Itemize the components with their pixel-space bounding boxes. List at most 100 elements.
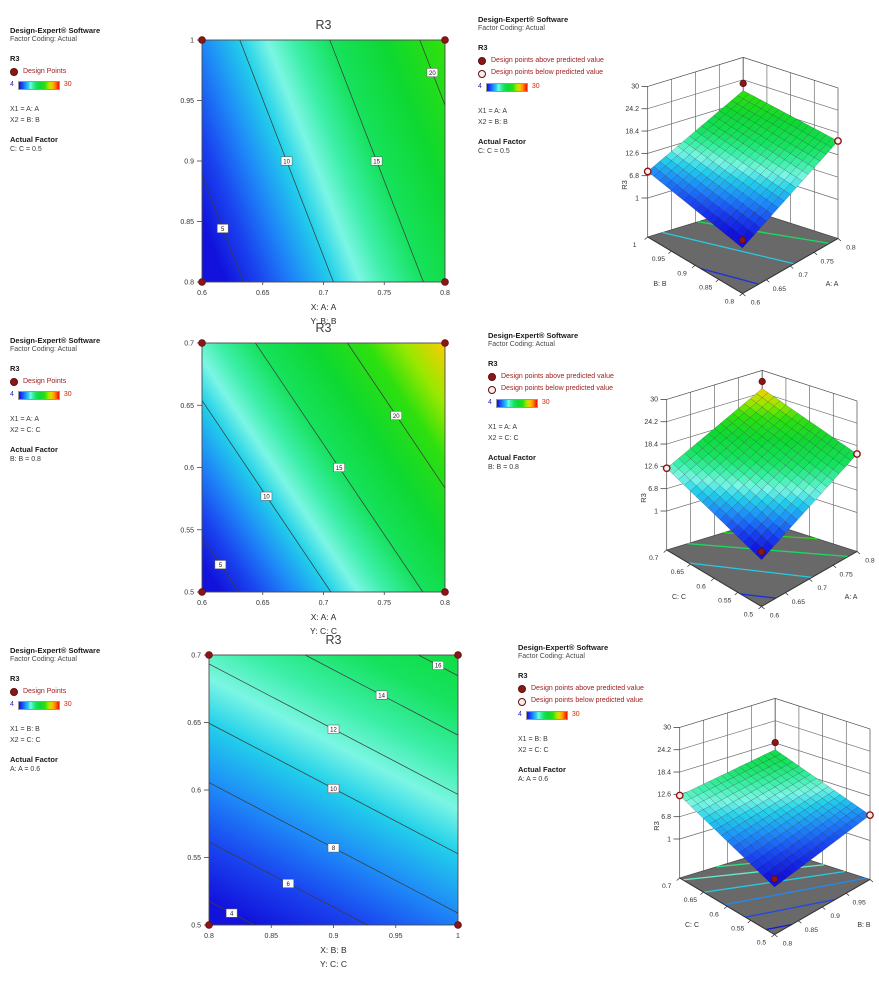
svg-text:0.9: 0.9 bbox=[831, 913, 841, 920]
svg-text:0.5: 0.5 bbox=[757, 940, 767, 947]
points-above-label: Design points above predicted value bbox=[531, 684, 644, 692]
response-label: R3 bbox=[478, 43, 488, 53]
surface-3d-plot[interactable]: 30 24.2 18.4 12.6 6.8 1 R3 0.7 0.6 0.65 0.65 0.6 0.7… bbox=[637, 338, 879, 640]
svg-text:0.65: 0.65 bbox=[671, 569, 684, 576]
svg-text:24.2: 24.2 bbox=[657, 747, 671, 754]
design-point-above-icon bbox=[518, 684, 526, 693]
svg-text:R3: R3 bbox=[316, 321, 332, 335]
svg-text:12: 12 bbox=[330, 727, 337, 733]
design-point-above-icon bbox=[478, 56, 486, 65]
svg-text:0.9: 0.9 bbox=[184, 159, 194, 166]
svg-text:0.8: 0.8 bbox=[865, 558, 875, 565]
svg-text:1: 1 bbox=[635, 195, 639, 202]
svg-text:0.6: 0.6 bbox=[709, 911, 719, 918]
surface-legend-row3: Design-Expert® Software Factor Coding: A… bbox=[518, 643, 678, 785]
svg-text:0.7: 0.7 bbox=[319, 290, 329, 297]
svg-text:0.95: 0.95 bbox=[652, 256, 665, 263]
x2-factor-label: X2 = B: B bbox=[478, 118, 508, 126]
app-title: Design-Expert® Software bbox=[478, 15, 569, 24]
contour-plot-overlay: R3 0.5 0.55 0.6 0.65 0.7 0.6 0.65 0.7 0.75 0.8 5 10 1… bbox=[180, 321, 450, 636]
svg-text:20: 20 bbox=[393, 414, 400, 420]
svg-text:0.8: 0.8 bbox=[846, 245, 856, 252]
scale-min-label: 4 bbox=[478, 83, 482, 91]
svg-text:X: B: B: X: B: B bbox=[320, 945, 347, 955]
app-title: Design-Expert® Software bbox=[488, 331, 579, 340]
svg-text:1: 1 bbox=[456, 933, 460, 940]
svg-text:20: 20 bbox=[429, 71, 436, 77]
design-point-icon bbox=[10, 67, 18, 76]
scale-max-label: 30 bbox=[541, 399, 550, 407]
svg-text:0.85: 0.85 bbox=[264, 933, 278, 940]
svg-text:0.65: 0.65 bbox=[256, 600, 270, 607]
svg-text:30: 30 bbox=[631, 84, 639, 91]
contour-gradient-field[interactable] bbox=[202, 40, 445, 282]
response-label: R3 bbox=[10, 674, 20, 684]
svg-text:0.65: 0.65 bbox=[792, 599, 805, 606]
svg-text:R3: R3 bbox=[326, 633, 342, 647]
svg-text:0.6: 0.6 bbox=[770, 613, 780, 620]
svg-text:0.75: 0.75 bbox=[840, 571, 853, 578]
svg-text:0.7: 0.7 bbox=[799, 272, 809, 279]
color-scale: 4 30 bbox=[10, 81, 170, 91]
actual-factor-value: A: A = 0.6 bbox=[518, 775, 549, 783]
contour-gradient-field[interactable] bbox=[202, 343, 445, 592]
svg-text:0.6: 0.6 bbox=[197, 600, 207, 607]
contour-legend-row2: Design-Expert® Software Factor Coding: A… bbox=[10, 336, 170, 465]
svg-text:0.6: 0.6 bbox=[696, 583, 706, 590]
response-label: R3 bbox=[488, 359, 498, 369]
svg-text:R3: R3 bbox=[652, 821, 661, 831]
surface-3d-plot[interactable]: 30 24.2 18.4 12.6 6.8 1 R3 1 0.6 0.95 0.65 0.9 0.7 0.… bbox=[618, 25, 879, 327]
svg-text:0.8: 0.8 bbox=[184, 280, 194, 287]
x2-factor-label: X2 = B: B bbox=[10, 117, 40, 124]
svg-text:10: 10 bbox=[330, 787, 337, 793]
color-scale-bar bbox=[17, 391, 60, 401]
svg-text:30: 30 bbox=[650, 397, 658, 404]
svg-text:14: 14 bbox=[378, 693, 385, 699]
svg-text:16: 16 bbox=[435, 664, 442, 670]
points-above-label: Design points above predicted value bbox=[491, 56, 604, 64]
x1-factor-label: X1 = B: B bbox=[518, 736, 548, 743]
svg-text:0.5: 0.5 bbox=[744, 612, 754, 619]
svg-text:0.7: 0.7 bbox=[649, 555, 659, 562]
svg-text:0.7: 0.7 bbox=[319, 600, 329, 607]
svg-text:0.8: 0.8 bbox=[440, 290, 450, 297]
scale-max-label: 30 bbox=[63, 701, 72, 709]
color-scale-bar bbox=[17, 701, 60, 711]
svg-text:B: B: B: B bbox=[653, 281, 667, 288]
design-point-below-icon bbox=[518, 697, 526, 706]
svg-text:0.7: 0.7 bbox=[184, 341, 194, 348]
factor-coding-label: Factor Coding: Actual bbox=[478, 25, 545, 33]
scale-min-label: 4 bbox=[10, 391, 14, 399]
points-below-label: Design points below predicted value bbox=[531, 697, 644, 705]
design-point-above-icon bbox=[488, 372, 496, 381]
svg-text:0.65: 0.65 bbox=[256, 290, 270, 297]
response-label: R3 bbox=[10, 364, 20, 374]
svg-text:X: A: A: X: A: A bbox=[311, 612, 337, 622]
design-points-legend-item: Design Points bbox=[10, 378, 170, 387]
factor-coding-label: Factor Coding: Actual bbox=[10, 36, 77, 44]
svg-text:15: 15 bbox=[336, 466, 343, 472]
svg-text:C: C: C: C bbox=[685, 922, 699, 929]
surface-3d-plot[interactable]: 30 24.2 18.4 12.6 6.8 1 R3 0.7 0.8 0.65 0.85 0.6 0.9… bbox=[650, 666, 879, 968]
contour-legend-row3: Design-Expert® Software Factor Coding: A… bbox=[10, 646, 170, 775]
svg-text:15: 15 bbox=[373, 159, 380, 165]
scale-max-label: 30 bbox=[571, 711, 580, 719]
x1-factor-label: X1 = A: A bbox=[10, 106, 39, 114]
actual-factor-title: Actual Factor bbox=[10, 444, 58, 454]
svg-text:5: 5 bbox=[221, 227, 225, 233]
svg-text:0.75: 0.75 bbox=[377, 600, 391, 607]
points-below-legend-item: Design points below predicted value bbox=[488, 385, 648, 394]
design-points-label: Design Points bbox=[23, 377, 67, 385]
contour-legend-row1: Design-Expert® Software Factor Coding: A… bbox=[10, 26, 170, 155]
svg-text:0.8: 0.8 bbox=[204, 933, 214, 940]
svg-text:5: 5 bbox=[219, 563, 223, 569]
actual-factor-title: Actual Factor bbox=[488, 452, 536, 462]
design-points-legend-item: Design Points bbox=[10, 68, 170, 77]
svg-text:0.95: 0.95 bbox=[389, 933, 403, 940]
actual-factor-title: Actual Factor bbox=[518, 764, 566, 774]
svg-text:0.8: 0.8 bbox=[725, 299, 735, 306]
svg-text:0.7: 0.7 bbox=[191, 653, 201, 660]
actual-factor-title: Actual Factor bbox=[10, 134, 58, 144]
svg-text:6.8: 6.8 bbox=[629, 173, 639, 180]
